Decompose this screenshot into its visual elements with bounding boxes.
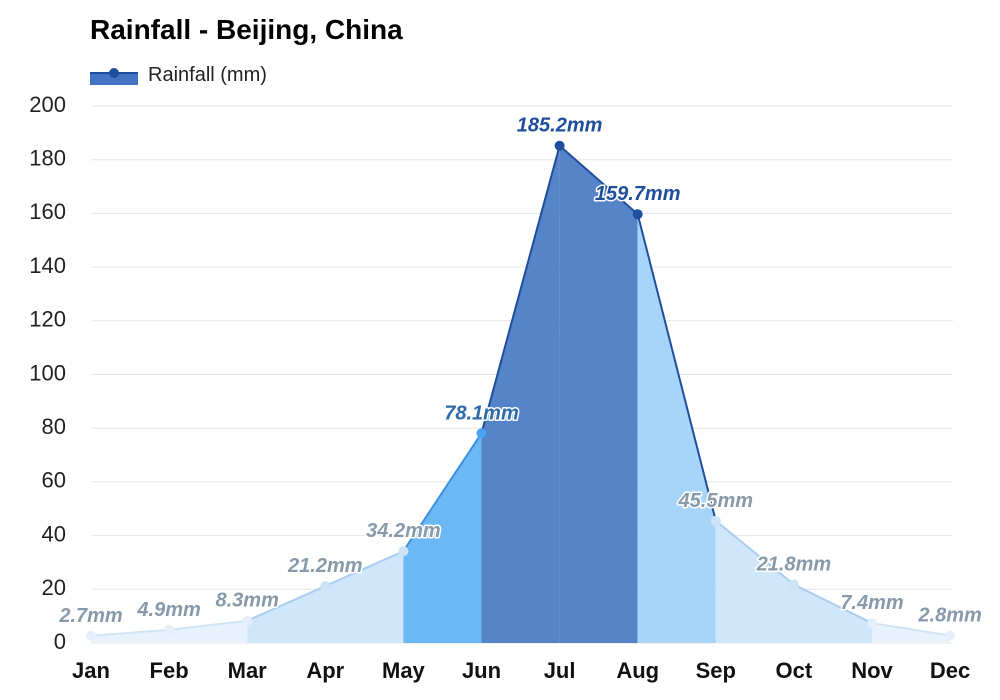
- data-point: [398, 546, 409, 557]
- data-label: 34.2mm: [366, 520, 441, 542]
- area-band: [793, 584, 872, 643]
- legend-swatch: [90, 65, 138, 85]
- x-tick-label: Jun: [462, 658, 501, 683]
- data-point: [710, 515, 721, 526]
- data-point: [320, 581, 331, 592]
- area-band: [481, 145, 560, 643]
- y-tick-label: 140: [29, 253, 66, 278]
- data-point: [86, 630, 96, 641]
- series-line-segment: [558, 144, 639, 215]
- data-points: [86, 140, 956, 641]
- x-tick-label: Jul: [544, 658, 576, 683]
- x-tick-label: Oct: [776, 658, 813, 683]
- area-bands: [91, 145, 951, 643]
- data-label: 78.1mm: [444, 402, 519, 424]
- x-axis: Jan Feb Mar Apr May Jun Jul Aug Sep Oct Nov Dec: [72, 658, 970, 683]
- x-tick-label: Dec: [930, 658, 970, 683]
- data-label: 185.2mm: [517, 115, 603, 137]
- area-band: [403, 433, 482, 643]
- x-tick-label: Sep: [696, 658, 736, 683]
- data-point: [476, 428, 487, 439]
- series-line-segment: [793, 583, 873, 625]
- area-band: [169, 620, 248, 643]
- legend-label: Rainfall (mm): [148, 63, 267, 86]
- data-point: [632, 209, 643, 220]
- data-point: [554, 140, 565, 151]
- y-tick-label: 0: [54, 629, 66, 654]
- data-label: 2.8mm: [917, 604, 981, 626]
- series-line-segment: [90, 628, 170, 637]
- data-label: 159.7mm: [595, 183, 681, 205]
- area-band: [559, 145, 638, 643]
- data-point: [945, 630, 956, 641]
- y-tick-label: 120: [29, 307, 66, 332]
- data-label: 8.3mm: [216, 590, 279, 612]
- area-band: [325, 551, 404, 643]
- y-tick-label: 40: [42, 521, 66, 546]
- data-label: 7.4mm: [840, 592, 903, 614]
- area-band: [247, 586, 326, 643]
- series-line-segment: [324, 550, 404, 587]
- area-band: [715, 520, 794, 643]
- series-line-segment: [480, 145, 561, 434]
- data-label: 45.5mm: [678, 490, 754, 512]
- y-tick-label: 200: [29, 92, 66, 117]
- series-line-segment: [402, 432, 483, 552]
- data-label: 2.7mm: [58, 605, 122, 627]
- y-axis: 0 20 40 60 80 100 120 140 160 180 200: [29, 92, 66, 654]
- chart-title: Rainfall - Beijing, China: [90, 14, 403, 45]
- y-tick-label: 180: [29, 146, 66, 171]
- y-tick-label: 20: [42, 575, 66, 600]
- area-band: [872, 623, 951, 643]
- series-lines: [90, 144, 951, 637]
- x-tick-label: Feb: [150, 658, 189, 683]
- series-line-segment: [636, 213, 717, 522]
- x-tick-label: May: [382, 658, 426, 683]
- y-tick-label: 60: [42, 468, 66, 493]
- data-point: [242, 615, 253, 626]
- area-band: [637, 214, 716, 643]
- series-line-segment: [168, 619, 248, 631]
- legend[interactable]: Rainfall (mm): [90, 62, 267, 88]
- series-line-segment: [871, 622, 951, 637]
- data-label: 4.9mm: [136, 599, 200, 621]
- y-tick-label: 100: [29, 360, 66, 385]
- data-label: 21.2mm: [287, 555, 363, 577]
- series-line-segment: [246, 585, 326, 622]
- data-point: [788, 579, 799, 590]
- x-tick-label: Mar: [228, 658, 268, 683]
- series-line-segment: [715, 520, 795, 586]
- x-tick-label: Apr: [306, 658, 344, 683]
- x-tick-label: Aug: [616, 658, 659, 683]
- y-tick-label: 160: [29, 199, 66, 224]
- x-tick-label: Nov: [851, 658, 893, 683]
- data-point: [164, 624, 175, 635]
- area-band: [91, 629, 170, 643]
- data-point: [867, 618, 877, 629]
- data-label: 21.8mm: [756, 553, 832, 575]
- x-tick-label: Jan: [72, 658, 110, 683]
- y-tick-label: 80: [42, 414, 66, 439]
